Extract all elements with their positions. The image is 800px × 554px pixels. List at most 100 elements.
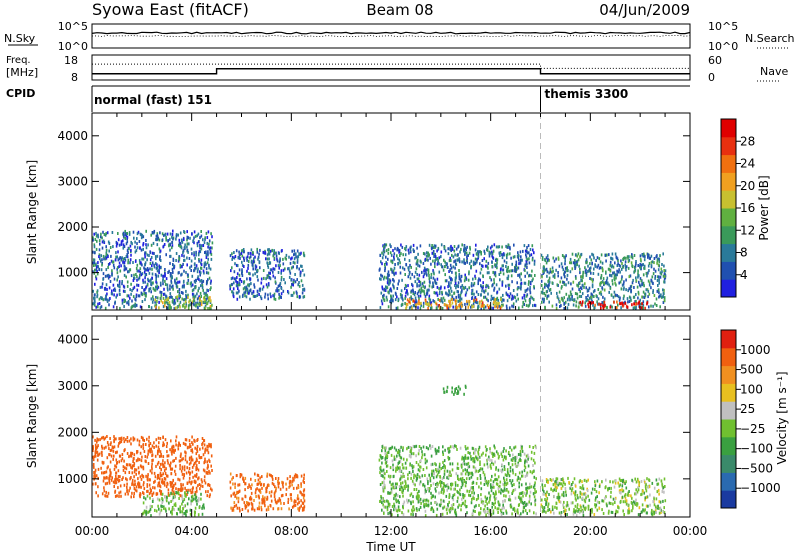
range-time-cell [480, 497, 483, 501]
range-time-cell [155, 278, 157, 281]
range-time-cell [626, 297, 629, 301]
range-time-cell [248, 291, 250, 295]
range-time-cell [167, 271, 169, 274]
range-time-cell [235, 291, 238, 295]
range-time-cell [165, 467, 167, 471]
range-time-cell [207, 490, 209, 494]
range-time-cell [205, 299, 207, 303]
range-time-cell [195, 279, 197, 282]
range-time-cell [480, 251, 482, 254]
range-time-cell [475, 455, 477, 459]
range-time-cell [262, 269, 265, 272]
range-time-cell [543, 300, 545, 304]
range-time-cell [262, 498, 265, 502]
range-time-cell [144, 263, 146, 267]
range-time-cell [298, 284, 301, 288]
range-time-cell [172, 229, 174, 233]
range-time-cell [458, 269, 460, 272]
range-time-cell [144, 280, 146, 284]
range-time-cell [262, 285, 265, 289]
range-time-cell [501, 468, 504, 472]
range-time-cell [404, 257, 406, 261]
range-time-cell [513, 295, 516, 299]
range-time-cell [139, 475, 142, 479]
range-time-cell [485, 481, 488, 485]
range-time-cell [532, 248, 534, 252]
range-time-cell [92, 238, 94, 242]
range-time-cell [281, 482, 284, 486]
range-time-cell [451, 295, 454, 299]
range-time-cell [480, 306, 482, 310]
range-time-cell [489, 276, 491, 280]
range-time-cell [164, 507, 167, 511]
range-time-cell [92, 463, 95, 466]
range-time-cell [639, 254, 642, 258]
range-time-cell [532, 298, 535, 302]
range-time-cell [472, 457, 474, 460]
range-time-cell [205, 256, 208, 259]
range-time-cell [248, 502, 251, 506]
range-time-cell [171, 452, 173, 456]
range-time-cell [96, 458, 99, 462]
range-time-cell [138, 276, 141, 280]
range-time-cell [127, 300, 130, 303]
range-time-cell [283, 502, 285, 505]
range-time-cell [533, 451, 536, 455]
range-time-cell [430, 262, 432, 266]
range-time-cell [178, 271, 180, 275]
range-time-cell [629, 287, 632, 290]
range-time-cell [643, 252, 645, 256]
range-time-cell [120, 240, 123, 244]
range-time-cell [510, 297, 513, 301]
range-time-cell [404, 247, 406, 251]
range-time-cell [426, 268, 429, 272]
range-time-cell [443, 245, 446, 249]
range-time-cell [301, 508, 304, 512]
range-time-cell [401, 278, 403, 282]
range-time-cell [199, 487, 201, 491]
range-time-cell [390, 298, 392, 302]
range-time-cell [261, 498, 263, 502]
range-time-cell [465, 251, 468, 255]
range-time-cell [603, 281, 605, 285]
range-time-cell [473, 491, 475, 495]
range-time-cell [168, 244, 170, 248]
range-time-cell [402, 266, 404, 270]
range-time-cell [393, 493, 396, 497]
range-time-cell [492, 283, 494, 287]
range-time-cell [385, 249, 388, 253]
range-time-cell [541, 300, 543, 304]
range-time-cell [192, 442, 194, 446]
range-time-cell [302, 295, 305, 299]
range-time-cell [187, 273, 189, 277]
range-time-cell [206, 288, 208, 292]
range-time-cell [247, 260, 250, 263]
range-time-cell [243, 250, 245, 254]
range-time-cell [92, 435, 94, 439]
range-time-cell [105, 252, 108, 256]
range-time-cell [389, 300, 391, 304]
range-time-cell [159, 450, 162, 454]
range-time-cell [196, 292, 198, 296]
range-time-cell [190, 247, 193, 251]
range-time-cell [532, 470, 535, 473]
range-time-cell [234, 486, 236, 489]
range-time-cell [204, 305, 207, 308]
range-time-cell [134, 479, 136, 483]
range-time-cell [647, 279, 650, 283]
range-time-cell [113, 293, 115, 297]
range-time-cell [509, 252, 511, 256]
range-time-cell [413, 299, 415, 303]
range-time-cell [524, 299, 527, 303]
range-time-cell [393, 497, 395, 501]
range-time-cell [203, 479, 206, 483]
range-time-cell [103, 476, 105, 480]
range-time-cell [502, 449, 505, 453]
range-time-cell [432, 259, 434, 263]
range-time-cell [415, 303, 417, 307]
range-time-cell [136, 242, 138, 246]
range-time-cell [204, 236, 206, 240]
range-time-cell [113, 485, 115, 488]
power-colorbar-label: Power [dB] [757, 175, 771, 240]
range-time-cell [210, 464, 212, 468]
